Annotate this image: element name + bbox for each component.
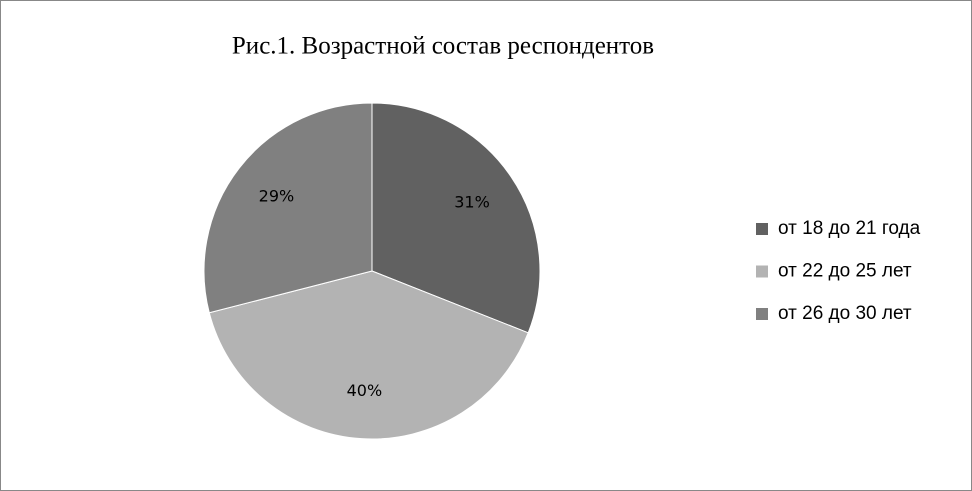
- data-label: 40%: [347, 381, 383, 400]
- legend-label: от 18 до 21 года: [778, 218, 921, 239]
- legend-label: от 22 до 25 лет: [778, 261, 912, 282]
- legend-label: от 26 до 30 лет: [778, 303, 912, 324]
- legend-swatch: [756, 308, 768, 320]
- pie-slice: [203, 102, 373, 314]
- pie-slice: [208, 270, 529, 440]
- data-label: 29%: [259, 186, 295, 205]
- legend-swatch: [756, 223, 768, 235]
- chart-title: Рис.1. Возрастной состав респондентов: [232, 33, 654, 60]
- legend-swatch: [756, 265, 768, 278]
- pie-slice: [371, 102, 541, 334]
- data-label: 31%: [454, 193, 490, 212]
